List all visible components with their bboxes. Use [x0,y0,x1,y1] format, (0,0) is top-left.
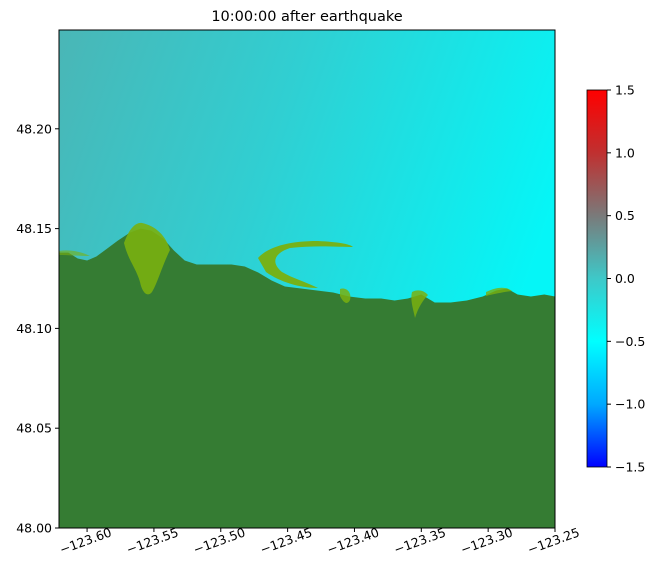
x-tick-label: −123.45 [258,524,314,557]
colorbar-tick-label: 1.5 [615,83,635,98]
y-tick-label: 48.00 [16,521,52,536]
colorbar-tick-label: 0.5 [615,208,635,223]
land-mass [59,228,555,528]
x-tick-label: −123.25 [525,524,581,557]
x-axis: −123.60 −123.55 −123.50 −123.45 −123.40 −123.… [57,524,581,557]
colorbar-tick-label: −0.5 [615,334,645,349]
colorbar-tick-label: −1.5 [615,460,645,475]
chart-title: 10:00:00 after earthquake [211,9,402,25]
inundation-overlay [59,222,512,318]
x-tick-label: −123.35 [392,524,448,557]
y-tick-label: 48.05 [16,421,52,436]
y-tick-label: 48.15 [16,221,52,236]
colorbar-tick-label: 0.0 [615,271,635,286]
inundation-patch [124,222,170,295]
inundation-patch [486,287,512,296]
y-axis: 48.00 48.05 48.10 48.15 48.20 [16,121,59,536]
inundation-spit [258,241,353,288]
plot-area [59,30,555,528]
colorbar-tick-label: 1.0 [615,145,635,160]
x-tick-label: −123.50 [191,524,247,557]
y-tick-label: 48.20 [16,121,52,136]
inundation-patch [340,288,351,303]
axes-frame [58,29,556,529]
inundation-patch [411,290,428,318]
colorbar-axis: −1.5 −1.0 −0.5 0.0 0.5 1.0 1.5 [607,83,645,475]
x-tick-label: −123.55 [124,524,180,557]
colorbar [586,89,608,468]
y-tick-label: 48.10 [16,321,52,336]
x-tick-label: −123.30 [459,524,515,557]
x-tick-label: −123.40 [325,524,381,557]
x-tick-label: −123.60 [57,524,113,557]
colorbar-tick-label: −1.0 [615,397,645,412]
inundation-patch [59,250,90,256]
